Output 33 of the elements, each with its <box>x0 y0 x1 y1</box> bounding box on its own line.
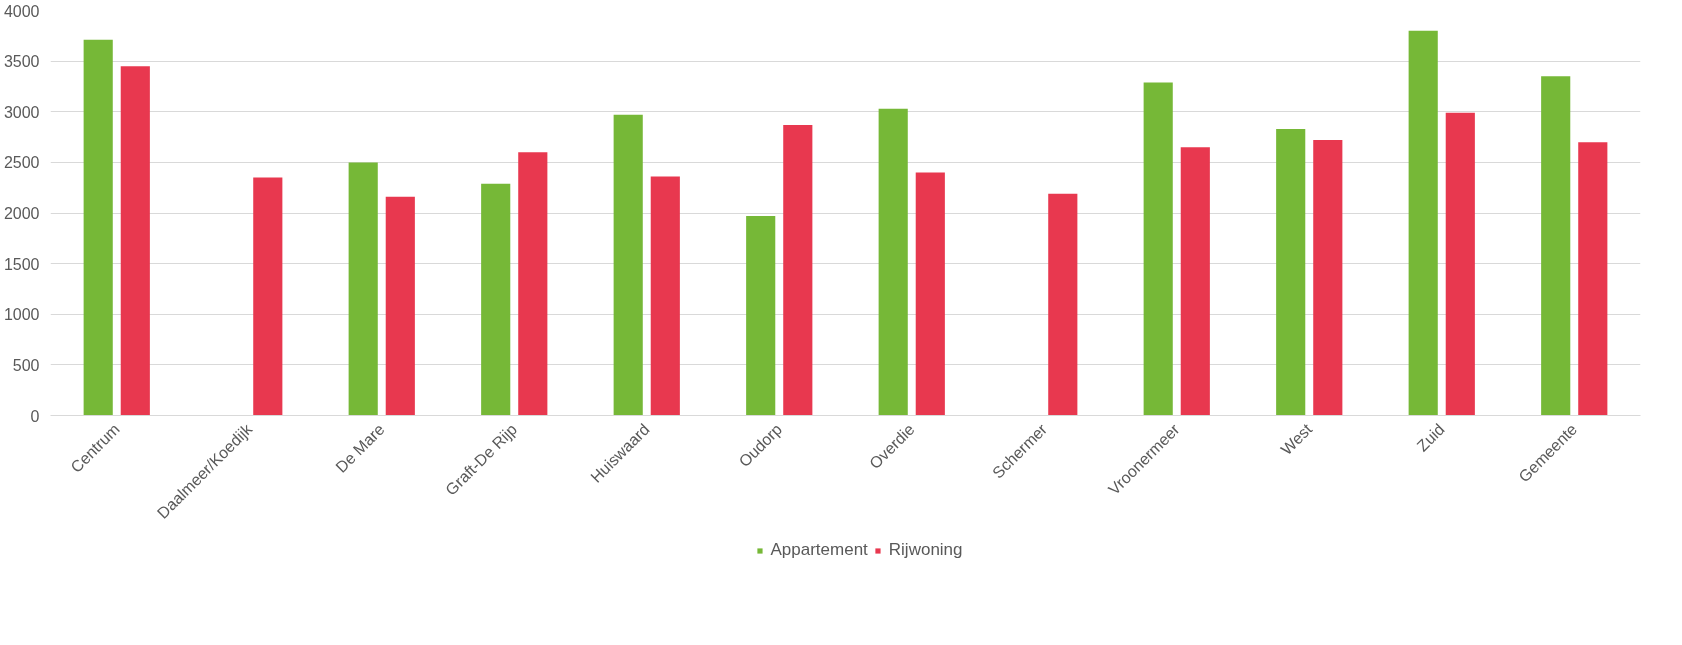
bar <box>1578 142 1608 416</box>
bar <box>1541 76 1571 416</box>
bar <box>1048 193 1078 416</box>
bar <box>481 183 511 416</box>
bar <box>1143 82 1173 416</box>
bar <box>613 114 643 416</box>
y-tick-label: 1000 <box>3 306 40 324</box>
bar <box>348 162 378 416</box>
bar <box>1276 128 1306 416</box>
y-tick-label: 3500 <box>3 53 40 71</box>
bar <box>253 177 283 416</box>
bar <box>1445 112 1475 416</box>
bar <box>120 66 150 416</box>
legend-label: Rijwoning <box>888 540 963 560</box>
bar <box>518 152 548 416</box>
bar <box>650 176 680 416</box>
y-tick-label: 2000 <box>3 205 40 222</box>
bar <box>746 216 776 416</box>
bar <box>83 39 113 416</box>
legend-label: Appartement <box>770 540 868 560</box>
bar <box>783 124 813 416</box>
y-tick-label: 500 <box>12 356 40 374</box>
y-tick-label: 2500 <box>3 154 40 172</box>
y-tick-label: 4000 <box>3 2 40 20</box>
y-tick-label: 1500 <box>3 255 40 273</box>
y-tick-label: 3000 <box>3 103 40 121</box>
bar <box>385 196 415 416</box>
bar <box>915 172 945 416</box>
bar <box>1180 147 1210 416</box>
bar <box>1408 30 1438 416</box>
bar <box>878 108 908 416</box>
y-tick-label: 0 <box>30 407 40 425</box>
bar <box>1313 140 1343 416</box>
